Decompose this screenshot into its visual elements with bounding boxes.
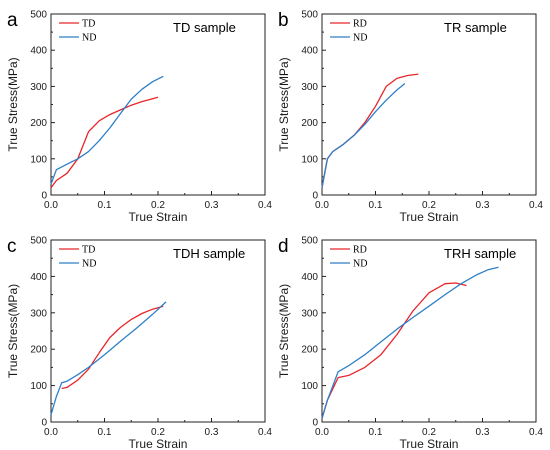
panel-letter: b xyxy=(278,10,289,31)
x-tick-label: 0.3 xyxy=(476,200,490,211)
x-tick-label: 0.3 xyxy=(205,427,219,438)
y-tick-label: 500 xyxy=(301,10,318,21)
legend-label: RD xyxy=(353,245,367,256)
panel-title: TD sample xyxy=(173,20,236,35)
panel-title: TRH sample xyxy=(444,246,516,261)
x-axis-label: True Strain xyxy=(400,437,459,450)
x-tick-label: 0.2 xyxy=(151,200,165,211)
y-axis-label: True Stress(MPa) xyxy=(277,57,291,151)
y-tick-label: 0 xyxy=(41,418,47,429)
panel-letter: d xyxy=(278,236,289,257)
y-tick-label: 100 xyxy=(301,154,318,165)
y-tick-label: 400 xyxy=(30,46,47,57)
panel-a: 0.0 0.1 0.2 0.3 0.4 0 100 200 300 400 500 True Stra… xyxy=(6,10,272,225)
y-tick-label: 300 xyxy=(30,82,47,93)
y-tick-label: 500 xyxy=(301,236,318,247)
y-tick-label: 400 xyxy=(301,46,318,57)
y-tick-label: 400 xyxy=(301,272,318,283)
panel-c: 0.0 0.1 0.2 0.3 0.4 0 100 200 300 400 500 True Stra… xyxy=(6,236,272,450)
y-tick-label: 200 xyxy=(301,118,318,129)
x-tick-label: 0.4 xyxy=(258,427,272,438)
x-tick-label: 0.3 xyxy=(205,200,219,211)
x-axis-label: True Strain xyxy=(400,210,459,224)
series-line-td xyxy=(61,305,164,390)
x-tick-label: 0.3 xyxy=(476,427,490,438)
y-tick-label: 300 xyxy=(30,308,47,319)
y-tick-label: 0 xyxy=(312,191,318,202)
x-axis-label: True Strain xyxy=(129,437,188,450)
panel-letter: a xyxy=(7,10,18,31)
series-line-td xyxy=(50,96,159,189)
y-tick-label: 100 xyxy=(30,381,47,392)
y-axis-label: True Stress(MPa) xyxy=(277,284,291,378)
y-tick-label: 200 xyxy=(30,345,47,356)
panel-title: TR sample xyxy=(444,20,507,35)
series-line-rd xyxy=(321,73,419,188)
legend-label: ND xyxy=(82,33,96,44)
series-line-nd xyxy=(321,82,406,188)
y-axis-label: True Stress(MPa) xyxy=(6,57,20,151)
series-line-rd xyxy=(321,282,467,419)
legend-label: RD xyxy=(353,19,367,30)
panel-d: 0.0 0.1 0.2 0.3 0.4 0 100 200 300 400 500 True Stra… xyxy=(277,236,543,450)
x-tick-label: 0.2 xyxy=(151,427,165,438)
x-tick-label: 0.0 xyxy=(315,427,329,438)
x-tick-label: 0.0 xyxy=(44,200,58,211)
x-tick-label: 0.1 xyxy=(369,427,383,438)
y-tick-label: 200 xyxy=(30,118,47,129)
legend-label: ND xyxy=(353,259,367,270)
legend-label: ND xyxy=(353,33,367,44)
x-axis-label: True Strain xyxy=(129,210,188,224)
x-tick-label: 0.1 xyxy=(98,427,112,438)
y-axis-label: True Stress(MPa) xyxy=(6,284,20,378)
x-tick-label: 0.1 xyxy=(98,200,112,211)
panel-letter: c xyxy=(7,236,17,257)
y-tick-label: 400 xyxy=(30,272,47,283)
y-tick-label: 300 xyxy=(301,82,318,93)
y-tick-label: 500 xyxy=(30,10,47,21)
x-tick-label: 0.0 xyxy=(44,427,58,438)
series-line-nd xyxy=(321,266,499,419)
y-tick-label: 0 xyxy=(312,418,318,429)
y-tick-label: 0 xyxy=(41,191,47,202)
legend-label: TD xyxy=(82,245,95,256)
x-tick-label: 0.4 xyxy=(529,427,543,438)
x-tick-label: 0.2 xyxy=(422,427,436,438)
legend-label: TD xyxy=(82,19,95,30)
legend-label: ND xyxy=(82,259,96,270)
y-tick-label: 200 xyxy=(301,345,318,356)
x-tick-label: 0.4 xyxy=(258,200,272,211)
panel-b: 0.0 0.1 0.2 0.3 0.4 0 100 200 300 400 500 True Stra… xyxy=(277,10,543,225)
y-tick-label: 100 xyxy=(30,154,47,165)
y-tick-label: 300 xyxy=(301,308,318,319)
panel-title: TDH sample xyxy=(173,246,245,261)
series-line-nd xyxy=(50,75,164,185)
x-tick-label: 0.4 xyxy=(529,200,543,211)
x-tick-label: 0.0 xyxy=(315,200,329,211)
x-tick-label: 0.1 xyxy=(369,200,383,211)
y-tick-label: 500 xyxy=(30,236,47,247)
x-tick-label: 0.2 xyxy=(422,200,436,211)
y-tick-label: 100 xyxy=(301,381,318,392)
series-line-nd xyxy=(50,301,167,415)
